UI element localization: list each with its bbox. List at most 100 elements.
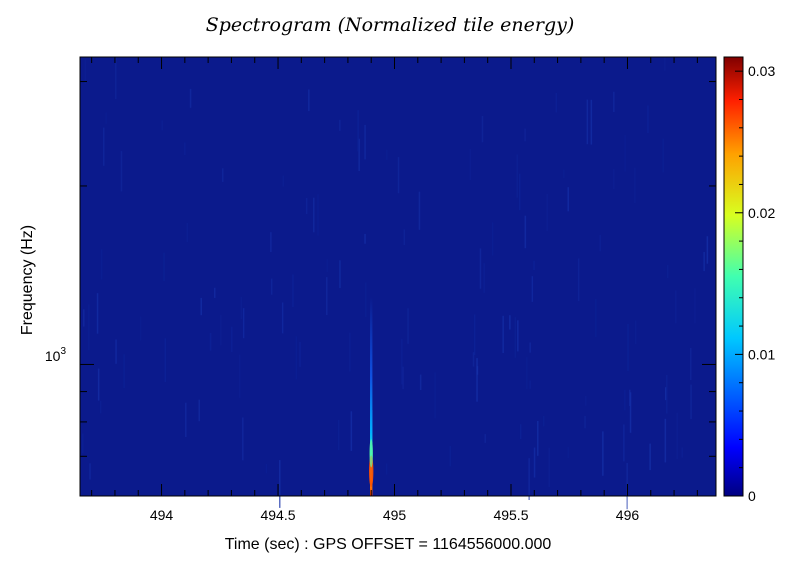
noise-streak — [675, 290, 677, 324]
noise-streak — [242, 308, 245, 339]
noise-streak — [397, 157, 400, 194]
noise-streak — [240, 297, 243, 319]
colorbar-gradient — [724, 57, 743, 496]
noise-streak — [706, 236, 709, 264]
noise-streak — [516, 154, 518, 198]
noise-streak — [357, 110, 359, 152]
noise-streak — [509, 315, 511, 330]
noise-streak — [563, 169, 565, 178]
noise-streak — [602, 431, 604, 476]
plot-area: 494 494.5 495 495.5 496 — [79, 56, 717, 523]
noise-streak — [502, 315, 504, 353]
noise-streak — [662, 138, 664, 173]
noise-streak — [524, 128, 526, 142]
colorbar-tick-label: 0.03 — [748, 63, 775, 79]
noise-streak — [326, 277, 328, 316]
noise-streak — [282, 175, 285, 187]
noise-streak — [97, 368, 100, 401]
noise-streak — [209, 333, 212, 351]
noise-streak — [590, 99, 593, 145]
noise-streak — [99, 400, 102, 414]
noise-streak — [595, 299, 597, 337]
noise-streak — [326, 259, 329, 273]
noise-streak — [533, 447, 536, 478]
x-axis-label: Time (sec) : GPS OFFSET = 1164556000.000 — [225, 536, 552, 553]
noise-streak — [139, 316, 142, 341]
noise-streak — [567, 447, 570, 458]
noise-streak — [529, 342, 531, 353]
noise-streak — [292, 274, 294, 307]
noise-streak — [317, 194, 319, 236]
noise-streak — [89, 463, 91, 480]
noise-streak — [473, 314, 476, 355]
noise-streak — [567, 187, 569, 212]
feature-trail — [370, 296, 373, 496]
noise-streak — [386, 149, 388, 160]
noise-streak — [542, 416, 545, 427]
noise-streak — [665, 387, 667, 401]
noise-streak — [469, 149, 472, 181]
noise-streak — [364, 124, 366, 160]
noise-streak — [115, 57, 117, 100]
noise-streak — [479, 248, 482, 289]
heatmap-background — [80, 57, 716, 496]
noise-streak — [419, 374, 422, 390]
noise-streak — [198, 399, 200, 422]
noise-streak — [634, 167, 636, 204]
noise-streak — [703, 252, 705, 272]
noise-streak — [690, 384, 692, 420]
noise-streak — [103, 127, 105, 166]
noise-streak — [629, 389, 631, 406]
noise-streak — [476, 366, 479, 375]
noise-streak — [305, 198, 308, 214]
noise-streak — [123, 354, 125, 389]
noise-streak — [189, 88, 192, 108]
noise-streak — [476, 358, 478, 402]
colorbar-tick-label: 0.01 — [748, 346, 775, 362]
noise-streak — [308, 89, 310, 112]
noise-streak — [84, 59, 87, 84]
noise-streak — [546, 194, 548, 231]
noise-streak — [518, 173, 521, 211]
noise-streak — [220, 314, 222, 346]
x-tick-label: 494.5 — [260, 507, 295, 523]
noise-streak — [613, 91, 615, 112]
noise-streak — [313, 197, 315, 233]
y-axis — [80, 81, 716, 497]
noise-streak — [613, 169, 615, 190]
noise-streak — [120, 151, 123, 192]
noise-streak — [649, 443, 651, 471]
noise-streak — [514, 317, 517, 358]
transient-feature — [369, 296, 374, 496]
noise-streak — [407, 308, 409, 344]
x-tick-label: 494 — [150, 507, 174, 523]
colorbar-ticks: 0 0.01 0.02 0.03 — [735, 63, 775, 504]
noise-streak — [548, 447, 550, 488]
noise-streak — [524, 215, 527, 249]
noise-streak — [584, 396, 587, 406]
noise-streak — [337, 419, 340, 451]
noise-streak — [88, 304, 90, 351]
noise-streak — [163, 252, 165, 281]
x-axis: 494 494.5 495 495.5 496 — [91, 57, 698, 523]
noise-streak — [647, 105, 649, 133]
noise-streak — [222, 168, 224, 182]
colorbar-frame — [723, 56, 744, 497]
noise-streak — [483, 263, 485, 293]
noise-streak — [694, 288, 696, 324]
noise-streak — [418, 191, 421, 230]
noise-streak — [529, 380, 531, 389]
noise-streak — [299, 342, 301, 367]
x-tick-label: 495 — [383, 507, 407, 523]
noise-streak — [472, 352, 475, 367]
x-tick-label: 495.5 — [493, 507, 528, 523]
noise-streak — [402, 366, 404, 390]
x-tick-label: 496 — [616, 507, 640, 523]
noise-streak — [526, 357, 528, 389]
noise-streak — [184, 142, 186, 156]
noise-streak — [401, 338, 403, 385]
noise-streak — [365, 282, 367, 317]
noise-streak — [385, 463, 388, 475]
noise-streak — [676, 412, 678, 459]
